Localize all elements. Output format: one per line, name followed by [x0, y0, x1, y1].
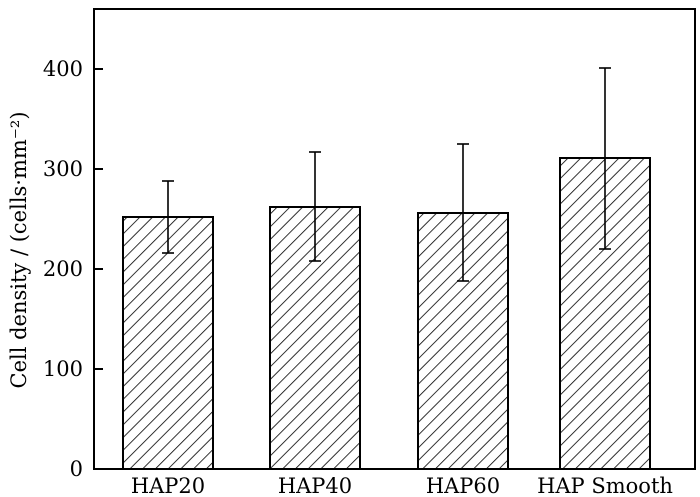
y-tick-label: 100 — [43, 357, 83, 381]
y-axis-ticks: 0 100 200 300 400 — [43, 57, 103, 481]
bar-hap20 — [122, 216, 214, 470]
y-tick-label: 400 — [43, 57, 83, 81]
x-category-label: HAP20 — [131, 474, 205, 497]
y-tick-label: 200 — [43, 257, 83, 281]
y-tick-label: 300 — [43, 157, 83, 181]
bars — [122, 157, 651, 470]
y-axis-label: Cell density / (cells·mm⁻²) — [7, 111, 31, 388]
x-category-label: HAP60 — [426, 474, 500, 497]
y-tick-label: 0 — [70, 457, 83, 481]
error-bars — [162, 67, 611, 282]
x-category-label: HAP Smooth — [537, 474, 673, 497]
x-category-label: HAP40 — [278, 474, 352, 497]
plot-frame — [93, 8, 696, 470]
x-axis-labels: HAP20 HAP40 HAP60 HAP Smooth — [131, 474, 673, 497]
